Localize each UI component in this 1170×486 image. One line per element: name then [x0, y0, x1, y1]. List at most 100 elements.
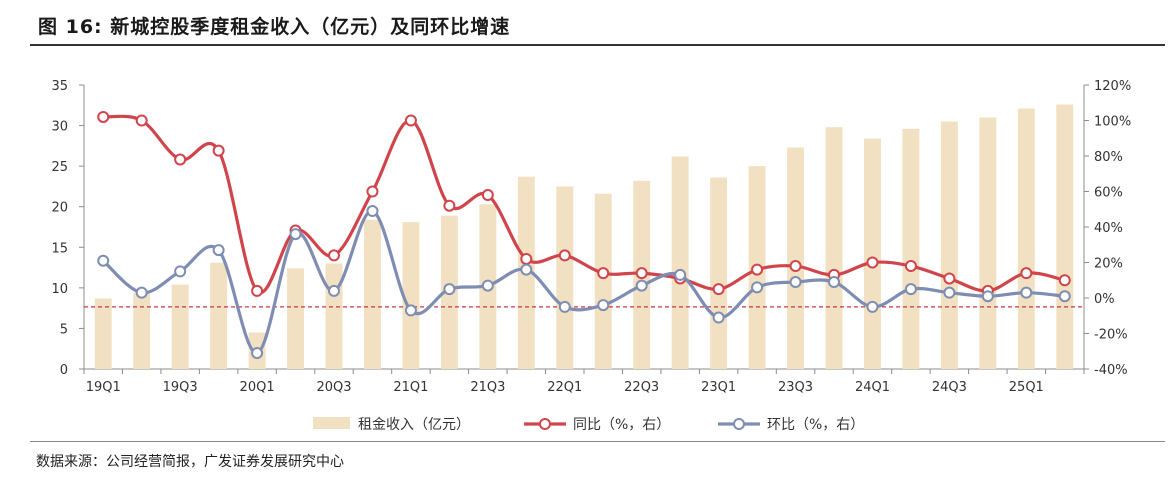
yoy-series-point — [97, 110, 110, 123]
y-right-tick-label: 120% — [1094, 79, 1131, 94]
title-divider — [30, 44, 1165, 46]
qoq-series-point — [828, 276, 840, 289]
x-tick-label: 21Q1 — [393, 380, 428, 395]
bar-rental-income — [210, 262, 228, 369]
figure-title: 图 16: 新城控股季度租金收入（亿元）及同环比增速 — [38, 16, 511, 38]
y-right-tick-label: 0% — [1094, 292, 1115, 307]
y-right-tick-label: 60% — [1094, 186, 1123, 201]
qoq-series-point — [366, 205, 379, 218]
bar-rental-income — [556, 186, 574, 369]
qoq-series-point — [97, 254, 110, 267]
x-tick-label: 20Q3 — [316, 380, 351, 395]
qoq-series-point — [674, 268, 687, 281]
yoy-series-point — [251, 284, 264, 297]
qoq-series-point — [981, 290, 994, 303]
figure-title-bar: 图 16: 新城控股季度租金收入（亿元）及同环比增速 — [0, 0, 1170, 46]
qoq-series-point — [1020, 286, 1033, 299]
y-right-tick-label: 100% — [1094, 115, 1131, 130]
qoq-series-point — [597, 299, 610, 312]
x-tick-label: 23Q1 — [701, 380, 736, 395]
qoq-series-line — [102, 209, 1065, 355]
bar-rental-income — [1056, 104, 1074, 369]
qoq-series-point — [328, 284, 340, 297]
yoy-series-point — [789, 260, 802, 273]
yoy-series-line — [103, 114, 1066, 295]
x-tick-label: 22Q3 — [624, 380, 659, 395]
y-right-tick-label: -40% — [1094, 363, 1128, 378]
y-right-tick-label: 20% — [1094, 257, 1123, 272]
qoq-series-point — [481, 279, 494, 292]
yoy-series-point — [174, 153, 187, 166]
bar-rental-income — [325, 263, 343, 369]
qoq-series-point — [404, 304, 417, 317]
bar-rental-income — [864, 138, 881, 369]
yoy-series-point — [712, 283, 725, 296]
yoy-series-point — [328, 249, 340, 262]
yoy-series-point — [866, 256, 879, 269]
y-left-tick-label: 35 — [51, 79, 68, 94]
legend-label-yoy: 同比（%，右） — [573, 417, 670, 433]
yoy-series-point — [443, 199, 456, 212]
x-tick-label: 22Q1 — [547, 380, 582, 395]
x-tick-label: 24Q3 — [932, 380, 967, 395]
y-left-tick-label: 30 — [51, 120, 68, 135]
y-right-tick-label: 80% — [1094, 150, 1123, 165]
y-left-tick-label: 20 — [51, 201, 68, 216]
legend-qoq-marker — [733, 418, 745, 430]
bar-rental-income — [710, 177, 728, 369]
bar-rental-income — [902, 128, 920, 369]
x-tick-label: 21Q3 — [470, 380, 505, 395]
bar-rental-income — [402, 222, 420, 369]
legend-label-qoq: 环比（%，右） — [767, 417, 864, 433]
qoq-series-point — [443, 283, 456, 296]
qoq-series-point — [789, 276, 802, 289]
qoq-series-point — [751, 281, 764, 294]
yoy-series-point — [597, 267, 610, 280]
legend-yoy-marker — [539, 418, 551, 430]
yoy-series-point — [558, 249, 571, 262]
bar-rental-income — [940, 121, 958, 369]
yoy-series-point — [751, 263, 764, 276]
yoy-series-point — [366, 185, 379, 198]
rental-income-chart: 0 5 10 15 20 25 30 35 -40% -20% 0% 20% 40% 60% 80% 100%… — [51, 79, 1131, 433]
qoq-series-point — [558, 300, 571, 313]
bar-rental-income — [287, 268, 304, 369]
qoq-series-point — [174, 265, 187, 278]
qoq-series-point — [866, 300, 879, 313]
qoq-series-point — [135, 286, 148, 299]
qoq-series-point — [943, 286, 956, 299]
y-left-tick-label: 25 — [51, 160, 68, 175]
qoq-series-point — [712, 311, 725, 324]
x-tick-label: 25Q1 — [1009, 380, 1044, 395]
bar-rental-income — [171, 284, 189, 369]
x-tick-label: 20Q1 — [240, 380, 275, 395]
yoy-series-point — [404, 114, 417, 127]
legend-bar-swatch — [313, 417, 350, 429]
legend-label-rental-income: 租金收入（亿元） — [358, 417, 470, 433]
qoq-series-point — [520, 263, 533, 276]
y-left-tick-label: 0 — [60, 363, 68, 378]
yoy-series-point — [212, 144, 225, 157]
bar-rental-income — [671, 156, 689, 369]
yoy-series-point — [481, 189, 494, 202]
chart-legend: 租金收入（亿元） 同比（%，右） 环比（%，右） — [313, 417, 864, 433]
qoq-series-point — [904, 283, 917, 296]
yoy-series-point — [943, 272, 956, 285]
source-divider — [30, 441, 1165, 442]
qoq-series-point — [1058, 290, 1071, 303]
qoq-series-point — [289, 228, 302, 241]
bar-rental-income — [364, 219, 381, 369]
qoq-series-point — [251, 347, 264, 360]
bar-rental-income — [1017, 108, 1035, 369]
yoy-series-point — [635, 267, 648, 280]
x-tick-label: 24Q1 — [855, 380, 890, 395]
bar-rental-income — [979, 117, 997, 369]
qoq-series-point — [635, 279, 648, 292]
bar-rental-income — [94, 298, 112, 369]
x-tick-label: 19Q1 — [86, 380, 121, 395]
bar-rental-income — [594, 193, 612, 369]
x-tick-label: 19Q3 — [163, 380, 198, 395]
source-note: 数据来源：公司经营简报，广发证券发展研究中心 — [36, 454, 344, 470]
yoy-series-point — [520, 252, 533, 265]
yoy-series-point — [1020, 267, 1033, 280]
